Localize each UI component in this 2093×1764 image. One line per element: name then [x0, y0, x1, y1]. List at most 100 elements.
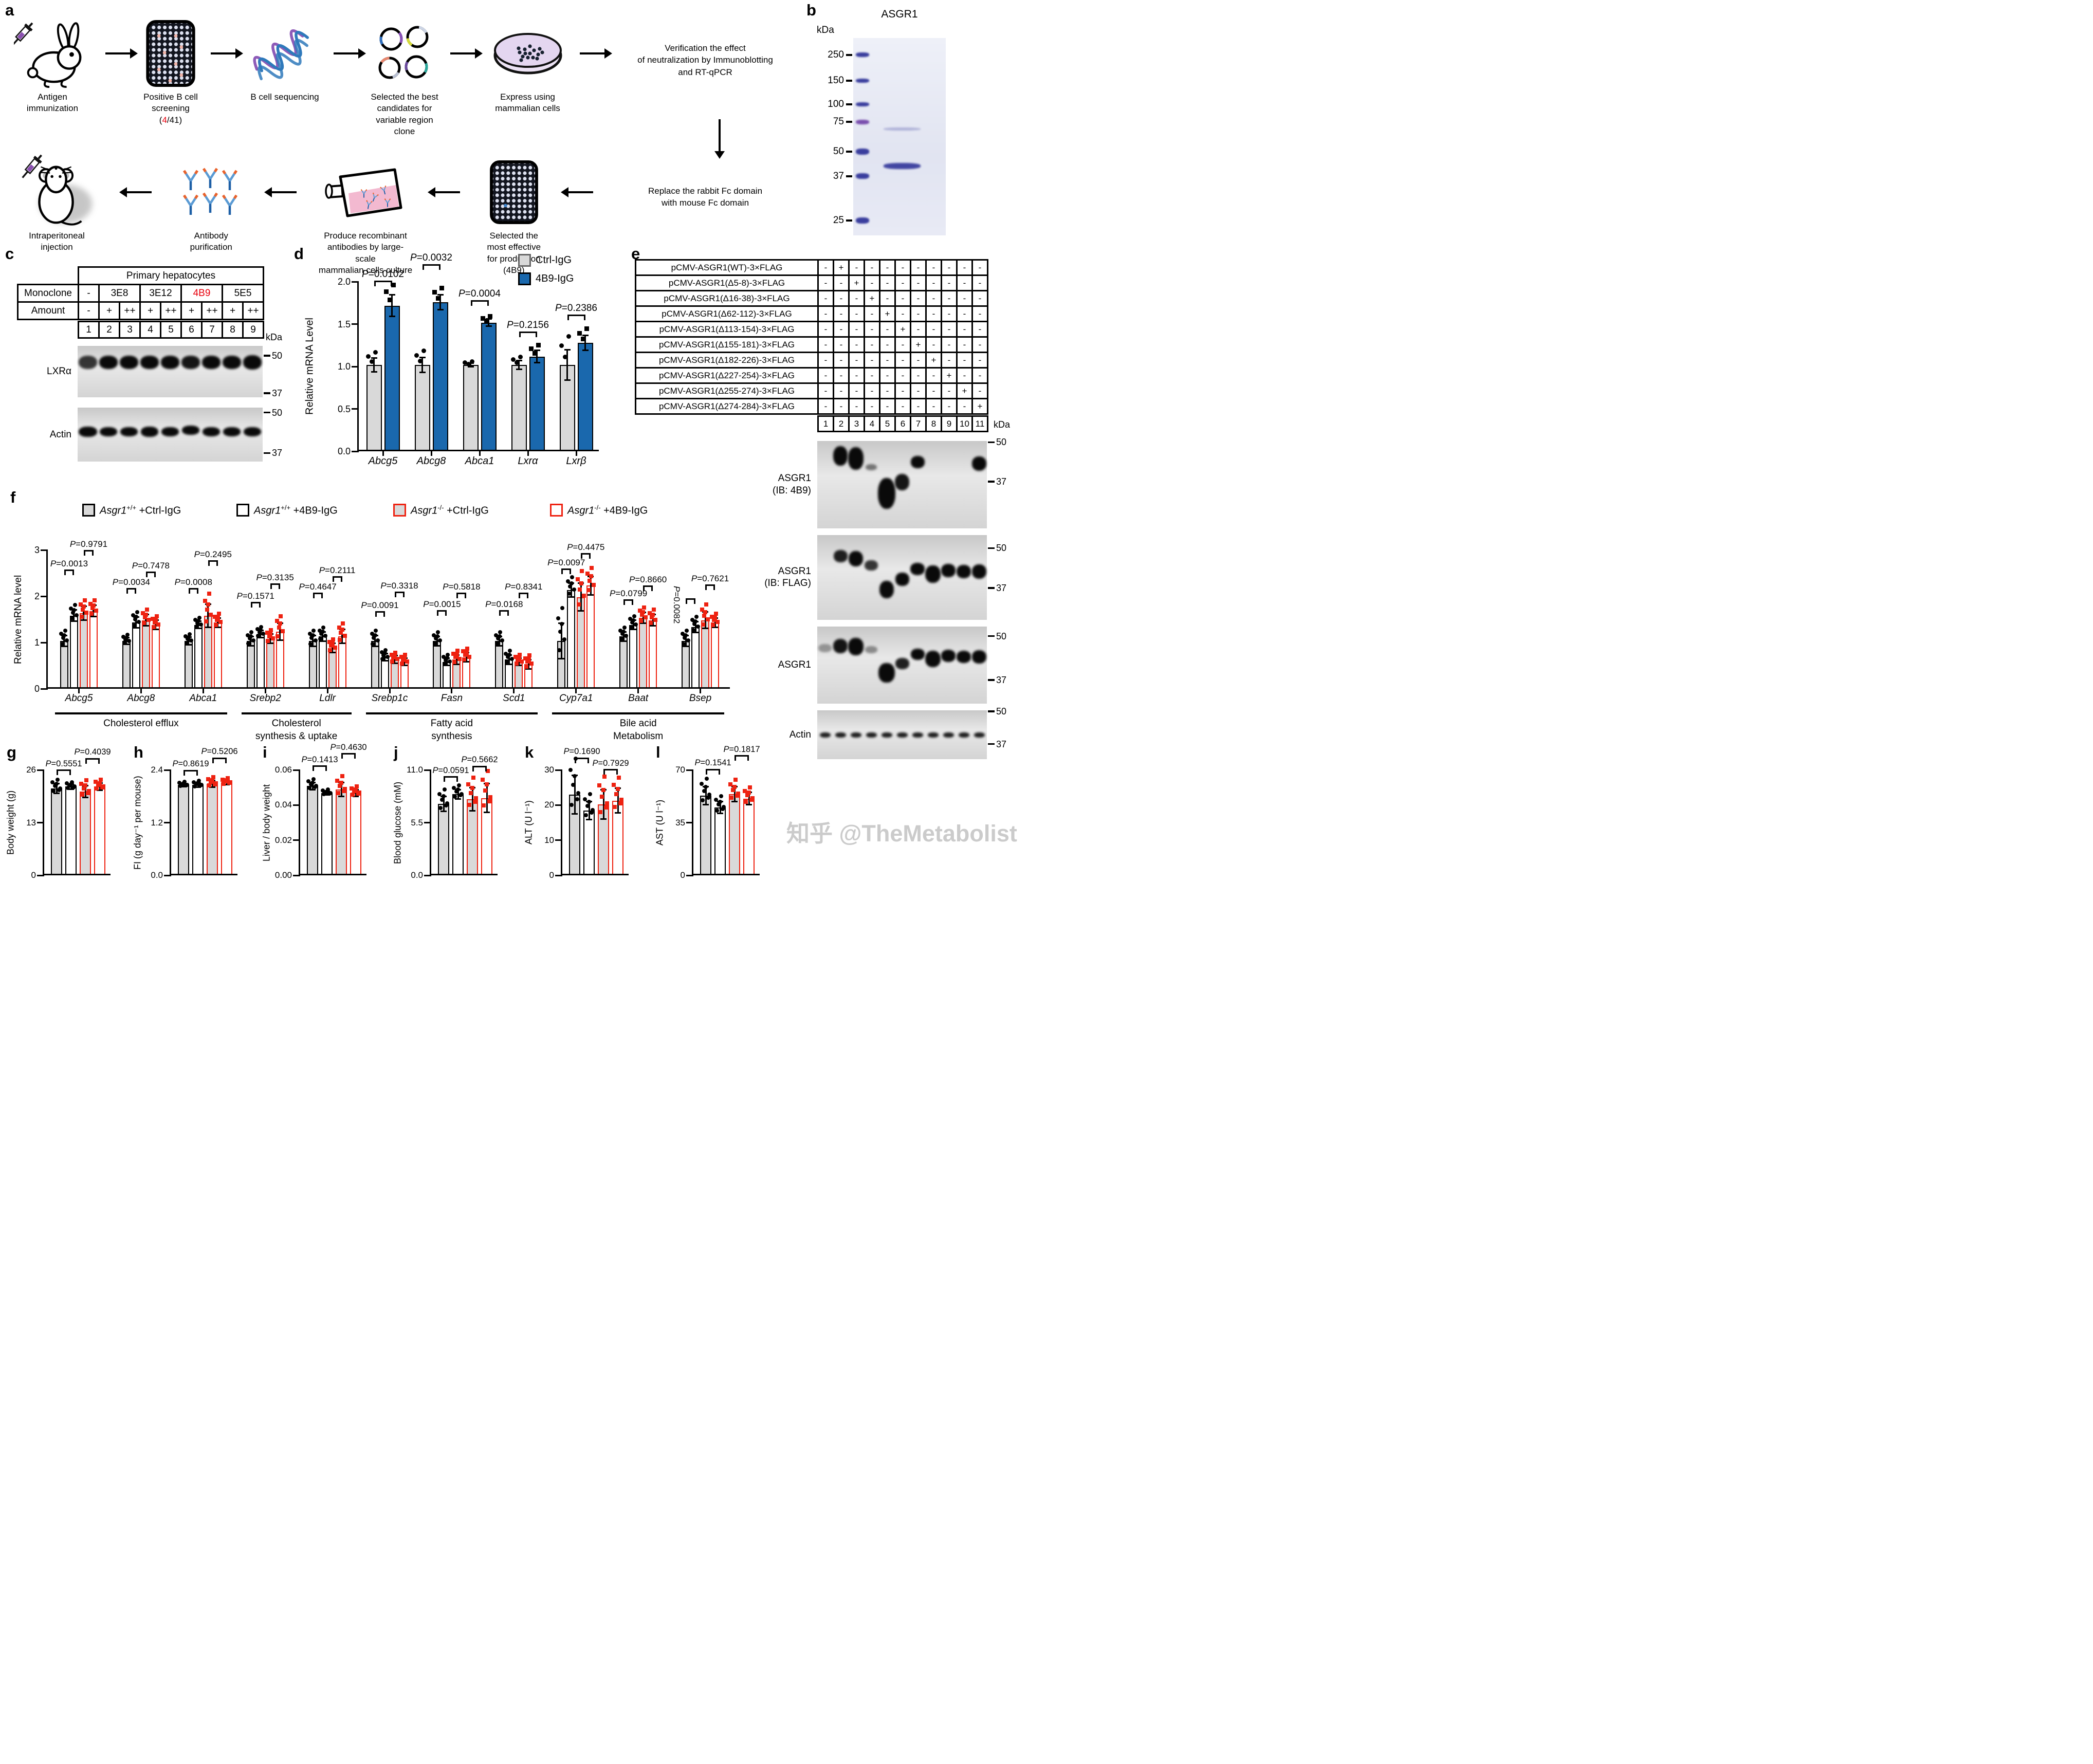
construct-name: pCMV-ASGR1(Δ62-112)-3×FLAG	[635, 305, 819, 322]
y-axis-label: AST (U l⁻¹)	[654, 799, 665, 846]
plasmid-presence-cell: +	[925, 352, 942, 369]
y-tick-label: 11.0	[407, 765, 423, 775]
error-bar	[602, 789, 604, 819]
data-point-circle	[631, 618, 636, 622]
plasmid-presence-cell: -	[864, 274, 880, 291]
lane-number: 5	[160, 321, 182, 339]
ASGR1-blot: 50 37	[817, 535, 1006, 620]
plasmid-presence-cell: -	[879, 367, 896, 384]
data-point-square	[486, 769, 490, 774]
plasmid-presence-cell: -	[833, 367, 850, 384]
protein-band	[941, 564, 956, 578]
plasmid-presence-cell: -	[848, 382, 865, 399]
y-tick-label: 0	[680, 870, 685, 880]
protein-band	[833, 638, 848, 653]
plasmid-presence-cell: -	[864, 382, 880, 399]
plasmid-presence-cell: -	[925, 259, 942, 276]
p-value-label: P=0.1817	[723, 744, 760, 754]
protein-band	[956, 564, 971, 578]
data-point-circle	[504, 651, 508, 656]
data-point-square	[88, 601, 93, 606]
bar	[60, 641, 68, 687]
bar	[192, 785, 204, 874]
data-point-square	[604, 805, 609, 810]
protein-band	[971, 564, 987, 579]
marker-value: 37	[996, 739, 1007, 749]
legend-swatch	[236, 504, 249, 517]
plasmid-presence-cell: -	[864, 259, 880, 276]
data-point-circle	[178, 784, 183, 788]
p-value-label: P=0.0032	[410, 252, 452, 264]
plasmid-presence-cell: -	[833, 290, 850, 307]
data-point-circle	[70, 610, 75, 615]
error-bar	[311, 782, 314, 789]
well-plate-icon	[146, 20, 195, 87]
error-bar	[733, 786, 736, 802]
legend-swatch	[550, 504, 563, 517]
significance-bracket	[472, 765, 487, 771]
data-point-circle	[451, 786, 456, 791]
kda-marker: 50	[988, 632, 1006, 641]
data-point-square	[591, 582, 596, 587]
y-axis-label: FI (g day⁻¹ per mouse)	[132, 776, 143, 870]
data-point-circle	[193, 784, 197, 788]
data-point-square	[204, 619, 208, 624]
plasmid-presence-cell: -	[910, 367, 927, 384]
bar	[366, 365, 382, 450]
plasmid-presence-cell: -	[925, 367, 942, 384]
error-bar	[322, 632, 324, 641]
plasmid-presence-cell: -	[879, 321, 896, 338]
p-value-label: P=0.0091	[361, 600, 399, 611]
data-point-circle	[568, 584, 573, 589]
data-point-square	[517, 656, 521, 660]
data-point-square	[341, 621, 345, 626]
significance-bracket	[603, 769, 618, 775]
data-point-square	[89, 612, 94, 616]
protein-band	[201, 356, 221, 369]
lane-number: 3	[848, 415, 865, 432]
data-point-square	[269, 628, 273, 632]
data-point-square	[343, 786, 347, 791]
data-point-circle	[582, 797, 587, 802]
gene-group-label: Cholesterol synthesis & uptake	[255, 718, 338, 742]
data-point-square	[703, 610, 708, 614]
y-tick	[424, 769, 431, 771]
panel-a: a Antigen immunization	[0, 0, 799, 275]
data-point-square	[354, 787, 358, 792]
p-value-label: P=0.0034	[112, 577, 150, 587]
kda-marker: 150	[819, 75, 852, 86]
kda-marker: 50	[264, 408, 282, 417]
data-point-circle	[495, 641, 500, 646]
x-category-label: Srebp2	[249, 693, 281, 704]
data-point-square	[462, 657, 467, 662]
marker-value: 50	[272, 407, 283, 418]
data-point-square	[589, 574, 593, 579]
lane-number: 4	[864, 415, 880, 432]
y-tick	[686, 822, 693, 823]
error-cap	[309, 788, 316, 791]
plasmid-presence-cell: +	[848, 274, 865, 291]
amount-cell: +	[139, 301, 161, 320]
data-point-circle	[196, 781, 200, 785]
data-point-square	[471, 775, 476, 780]
protein-band	[833, 446, 848, 466]
data-point-square	[84, 778, 89, 782]
error-bar	[719, 801, 721, 814]
x-category-label: Lxrα	[518, 455, 538, 467]
gene-group-line	[55, 712, 227, 714]
error-cap	[506, 663, 512, 665]
p-value-label: P=0.8660	[629, 574, 667, 584]
data-point-circle	[72, 608, 77, 612]
step-label: Selected the best candidates for variabl…	[371, 92, 438, 137]
significance-bracket	[499, 610, 509, 616]
error-bar	[250, 636, 252, 646]
step-verification-text: Verification the effect of neutralizatio…	[637, 43, 773, 77]
panel-e: e pCMV-ASGR1(WT)-3×FLAG - + - - - - - - - - - pCMV-A…	[630, 246, 1046, 765]
data-point-square	[389, 652, 394, 657]
error-bar	[566, 350, 568, 380]
protein-band	[971, 650, 987, 664]
data-point-circle	[375, 638, 380, 643]
monoclone-table: Primary hepatocytes Monoclone -3E8 3E12 4B9 5…	[17, 266, 264, 320]
plasmid-presence-cell: -	[910, 274, 927, 291]
data-point-square	[82, 786, 86, 791]
